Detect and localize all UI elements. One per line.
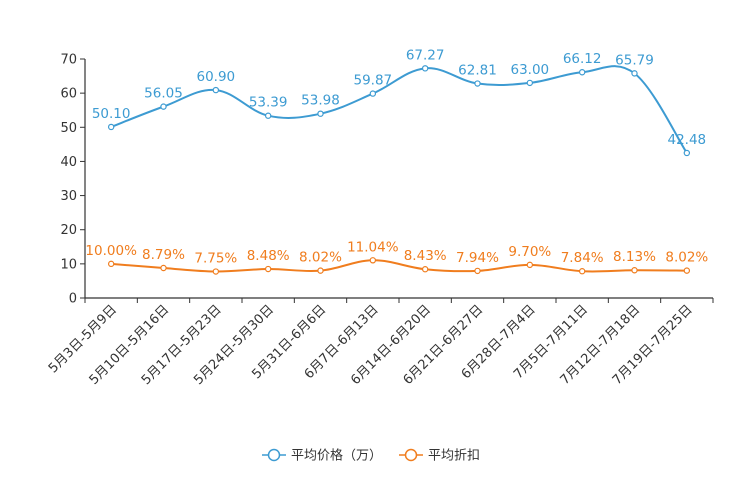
data-point[interactable] <box>317 110 324 117</box>
data-label: 9.70% <box>508 244 551 260</box>
y-tick-label: 30 <box>60 189 77 204</box>
data-point[interactable] <box>160 264 167 272</box>
data-point[interactable] <box>578 268 586 275</box>
legend-item-0[interactable]: 平均价格（万） <box>262 448 382 464</box>
y-tick-label: 70 <box>60 53 77 68</box>
series-1 <box>107 257 691 275</box>
series-0 <box>107 65 691 157</box>
data-point[interactable] <box>317 267 324 274</box>
y-tick-label: 0 <box>69 292 77 307</box>
data-label: 7.94% <box>456 250 499 266</box>
data-point[interactable] <box>474 267 481 275</box>
series-line <box>111 259 687 273</box>
data-point[interactable] <box>526 261 534 269</box>
data-point[interactable] <box>369 90 377 97</box>
legend[interactable]: 平均价格（万） 平均折扣 <box>262 448 480 464</box>
data-point[interactable] <box>526 79 534 87</box>
data-point[interactable] <box>212 268 220 275</box>
data-label: 42.48 <box>668 132 707 148</box>
series-group <box>107 65 691 275</box>
y-tick-label: 50 <box>60 121 77 136</box>
data-label: 56.05 <box>144 86 183 102</box>
data-label: 8.79% <box>142 247 185 263</box>
data-label: 10.00% <box>85 243 137 259</box>
legend-item-1[interactable]: 平均折扣 <box>399 449 480 464</box>
data-point[interactable] <box>474 80 481 87</box>
legend-label: 平均价格（万） <box>291 448 382 464</box>
data-label: 60.90 <box>197 69 236 85</box>
data-point[interactable] <box>631 267 638 274</box>
data-label: 53.98 <box>301 93 340 109</box>
y-tick-label: 60 <box>60 87 77 102</box>
data-point[interactable] <box>107 260 115 268</box>
y-tick-label: 20 <box>60 223 77 238</box>
data-point[interactable] <box>264 112 272 119</box>
data-label: 8.43% <box>404 248 447 264</box>
legend-marker-icon <box>404 448 418 462</box>
data-point[interactable] <box>369 257 377 264</box>
data-label: 59.87 <box>354 73 393 89</box>
data-label: 53.39 <box>249 95 288 111</box>
data-point[interactable] <box>631 70 638 77</box>
data-point[interactable] <box>421 65 429 72</box>
data-point[interactable] <box>107 123 115 131</box>
data-label: 63.00 <box>511 62 550 78</box>
data-label: 8.48% <box>247 248 290 264</box>
data-point[interactable] <box>421 266 429 273</box>
axes: 0102030405060705月3日-5月9日5月10日-5月16日5月17日… <box>46 53 714 388</box>
data-label: 66.12 <box>563 51 602 67</box>
data-labels: 50.10 56.05 60.90 53.39 53.98 59.87 67.27 62.81… <box>85 47 708 266</box>
data-label: 62.81 <box>458 63 497 79</box>
data-point[interactable] <box>578 69 586 76</box>
data-label: 11.04% <box>347 239 399 255</box>
legend-marker-icon <box>267 448 281 462</box>
data-label: 8.13% <box>613 249 656 265</box>
data-label: 50.10 <box>92 106 131 122</box>
data-label: 8.02% <box>299 250 342 266</box>
data-point[interactable] <box>212 86 220 94</box>
data-point[interactable] <box>683 149 691 157</box>
data-point[interactable] <box>264 265 272 273</box>
data-label: 7.75% <box>194 251 237 267</box>
data-label: 67.27 <box>406 47 445 63</box>
data-label: 7.84% <box>561 250 604 266</box>
y-tick-label: 40 <box>60 155 77 170</box>
y-tick-label: 10 <box>60 257 77 272</box>
data-point[interactable] <box>683 267 691 274</box>
data-label: 8.02% <box>665 250 708 266</box>
legend-label: 平均折扣 <box>428 449 480 464</box>
data-label: 65.79 <box>615 52 654 68</box>
data-point[interactable] <box>160 103 167 110</box>
